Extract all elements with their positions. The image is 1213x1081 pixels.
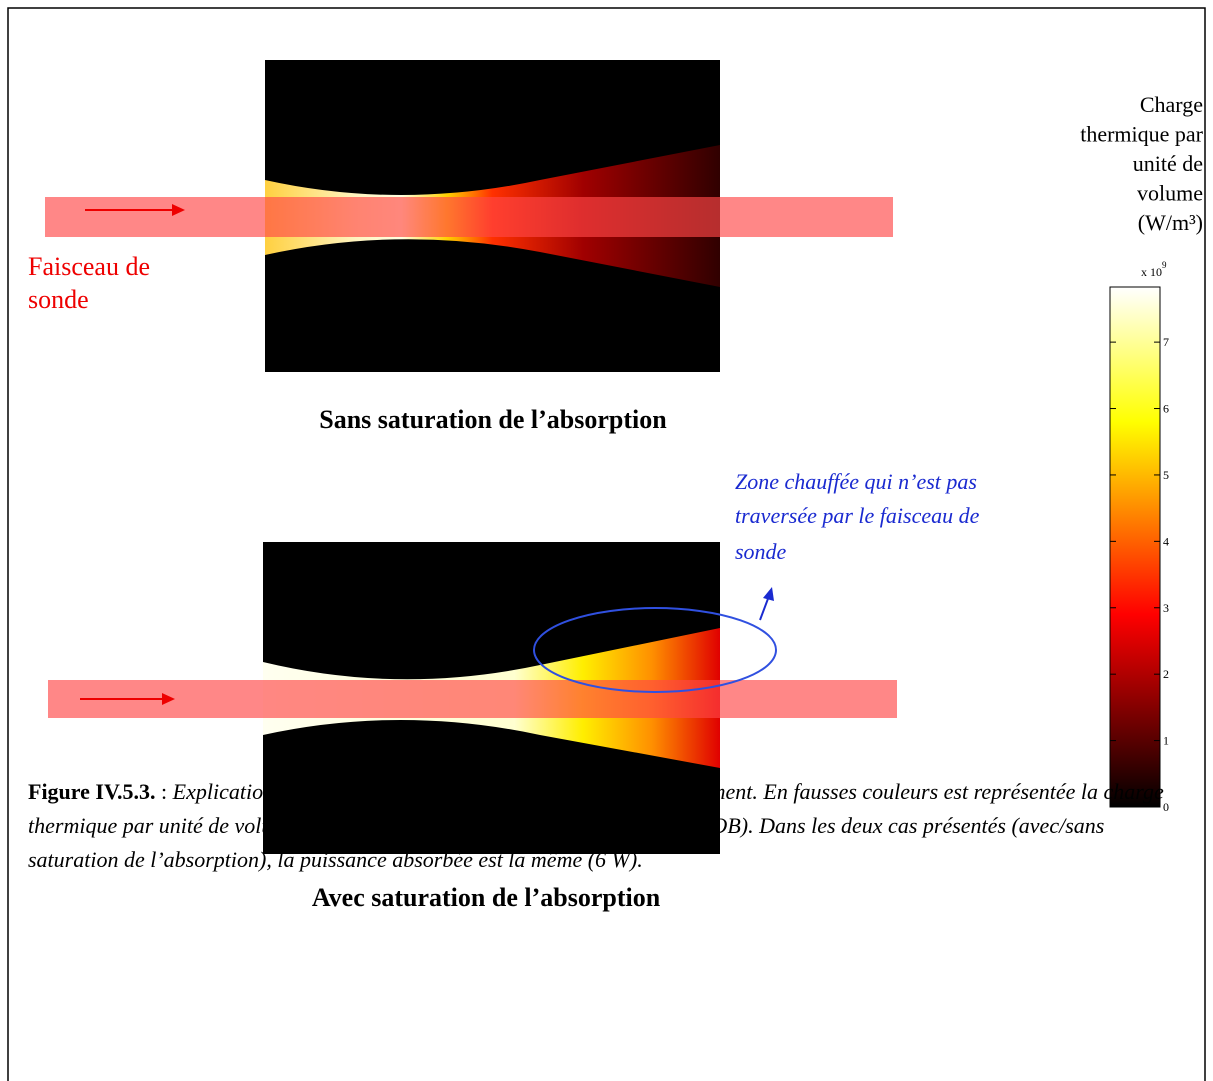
tick-label: 6 xyxy=(1163,402,1169,416)
annotation: Zone chauffée qui n’est pas xyxy=(735,469,977,494)
caption-text: Explication qualitative de l’inflexion o… xyxy=(28,779,1164,872)
figure-caption: Figure IV.5.3. : Explication qualitative… xyxy=(28,775,1196,877)
caption-separator: : xyxy=(155,779,173,804)
frame xyxy=(7,7,1206,1081)
colorbar-title-line: volume xyxy=(1137,181,1203,206)
arrow-head xyxy=(763,587,774,601)
highlight-ellipse xyxy=(533,607,777,693)
colorbar-title-line: thermique par xyxy=(1080,122,1203,147)
probe-beam xyxy=(45,197,893,237)
multiplier: x 10 xyxy=(1141,265,1162,279)
tick-label: 5 xyxy=(1163,468,1169,482)
panel-caption: Avec saturation de l’absorption xyxy=(312,883,661,912)
beam-label: sonde xyxy=(28,285,89,314)
colorbar xyxy=(1109,286,1161,808)
colorbar-title: Charge thermique par unité de volume (W/m³) xyxy=(1080,92,1203,235)
annotation: traversée par le faisceau de xyxy=(735,503,980,528)
tick-label: 2 xyxy=(1163,667,1169,681)
exponent: 9 xyxy=(1162,260,1167,270)
arrow-head xyxy=(162,693,175,705)
panel-caption: Sans saturation de l’absorption xyxy=(319,405,667,434)
tick-label: 7 xyxy=(1163,335,1169,349)
colorbar-multiplier: x 109 xyxy=(1141,260,1167,279)
tick-label: 4 xyxy=(1163,534,1169,548)
probe-beam xyxy=(48,680,897,718)
tick-label: 0 xyxy=(1163,800,1169,814)
caption-label: Figure IV.5.3. xyxy=(28,779,156,804)
arrow-head xyxy=(172,204,185,216)
colorbar-title-line: unité de xyxy=(1133,151,1203,176)
colorbar-title-line: Charge xyxy=(1140,92,1203,117)
colorbar-title-line: (W/m³) xyxy=(1138,210,1203,235)
tick-label: 3 xyxy=(1163,601,1169,615)
beam-label: Faisceau de xyxy=(28,252,150,281)
colorbar-ticks: 0 1 2 3 4 5 6 7 xyxy=(1110,335,1169,814)
arrow xyxy=(759,595,770,621)
annotation: sonde xyxy=(735,539,787,564)
tick-label: 1 xyxy=(1163,734,1169,748)
